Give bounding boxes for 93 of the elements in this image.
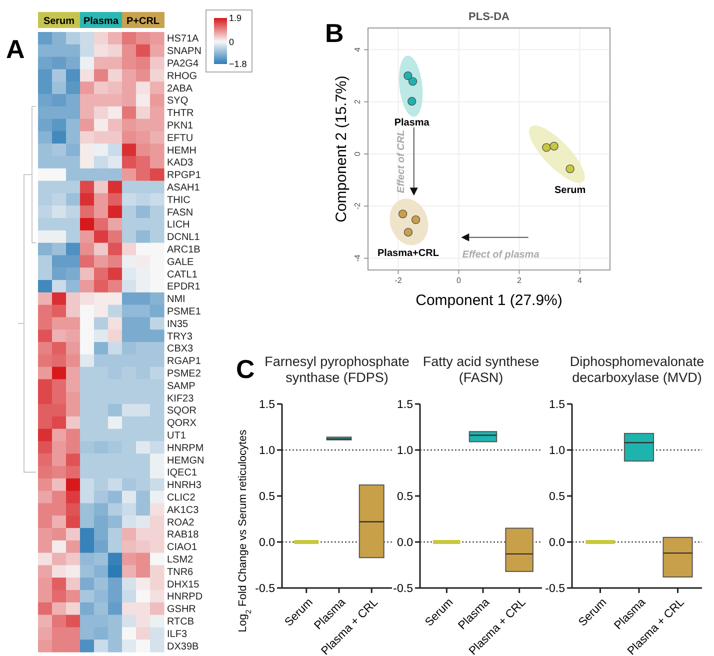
y-tick-label: SAMP: [167, 380, 196, 392]
y-tick-label: PSME2: [167, 368, 202, 380]
y-tick-label: HNRH3: [167, 480, 202, 492]
y-tick-label: 4: [353, 46, 362, 52]
series-label: Serum: [554, 184, 586, 196]
x-tick-label: 4: [578, 276, 583, 285]
y-tick-label: SYQ: [167, 96, 188, 107]
y-tick-label: -0.5: [393, 583, 413, 596]
y-tick-label: RAB18: [167, 530, 200, 541]
x-tick-label: P+CRL: [126, 16, 160, 27]
y-tick-label: 1.5: [397, 399, 413, 412]
y-tick-label: ROA2: [167, 517, 195, 528]
y-tick-label: 2ABA: [167, 83, 193, 94]
y-tick-label: 1.0: [397, 445, 413, 458]
y-tick-label: -0.5: [545, 583, 565, 596]
y-tick-label: AK1C3: [167, 504, 200, 516]
y-tick-label: -4: [353, 254, 362, 262]
y-tick-label: CBX3: [167, 344, 194, 355]
y-tick-label: IQEC1: [167, 468, 198, 479]
y-tick-label: LSM2: [167, 554, 194, 566]
y-tick-label: NMI: [167, 294, 186, 306]
y-tick-label: 0.5: [259, 491, 275, 504]
y-tick-label: RPGP1: [167, 170, 202, 182]
y-tick-label: 0: [353, 151, 362, 156]
y-tick-label: 0.5: [549, 491, 565, 504]
y-tick-label: IN35: [167, 318, 189, 330]
y-tick-label: TRY3: [167, 331, 193, 342]
y-tick-label: 2: [353, 99, 362, 104]
y-tick-label: HEMH: [167, 145, 196, 156]
y-tick-label: HEMGN: [167, 455, 204, 466]
y-tick-label: HNRPD: [167, 592, 203, 603]
y-tick-label: GSHR: [167, 604, 196, 616]
y-tick-label: RTCB: [167, 616, 194, 628]
color-bar-label: 0: [229, 36, 234, 47]
y-tick-label: EFTU: [167, 132, 194, 144]
y-tick-label: QORX: [167, 418, 197, 430]
annotation: Effect of CRL: [396, 130, 407, 194]
y-tick-label: 1.0: [549, 445, 565, 458]
chart-title: Diphosphomevalonate decarboxylase (MVD): [570, 354, 704, 385]
y-tick-label: GALE: [167, 256, 194, 268]
y-tick-label: 1.5: [549, 399, 565, 412]
y-tick-label: 0.0: [397, 537, 413, 550]
y-tick-label: 1.0: [259, 445, 275, 458]
y-tick-label: THTR: [167, 108, 194, 120]
chart-title: PLS-DA: [468, 11, 510, 23]
y-tick-label: PA2G4: [167, 58, 199, 70]
y-tick-label: DX39B: [167, 641, 200, 652]
annotation: Effect of plasma: [462, 249, 540, 260]
y-tick-label: 0.0: [259, 537, 275, 550]
y-tick-label: CLIC2: [167, 492, 196, 504]
series-label: Plasma+CRL: [378, 248, 439, 260]
y-axis-title: Component 2 (15.7%): [333, 76, 350, 222]
text: C: [236, 354, 255, 384]
y-tick-label: HS71A: [167, 34, 200, 45]
y-tick-label: LICH: [167, 220, 190, 231]
text: B: [325, 18, 344, 48]
y-tick-label: THIC: [167, 194, 190, 206]
y-tick-label: EPDR1: [167, 282, 201, 293]
y-tick-label: ASAH1: [167, 182, 200, 194]
y-tick-label: 0.5: [397, 491, 413, 504]
y-tick-label: RHOG: [167, 70, 198, 82]
y-tick-label: 1.5: [259, 399, 275, 412]
y-tick-label: TNR6: [167, 566, 194, 578]
y-tick-label: SNAPN: [167, 46, 202, 58]
y-tick-label: KIF23: [167, 393, 194, 404]
x-tick-label: Plasma: [83, 16, 119, 27]
y-tick-label: DCNL1: [167, 232, 200, 244]
y-tick-label: HNRPM: [167, 442, 204, 454]
x-tick-label: 0: [456, 276, 462, 285]
y-tick-label: -0.5: [255, 583, 275, 596]
y-tick-label: CATL1: [167, 269, 198, 280]
text: A: [6, 34, 25, 64]
y-tick-label: PKN1: [167, 120, 194, 132]
y-tick-label: -2: [353, 202, 362, 210]
y-tick-label: FASN: [167, 207, 194, 218]
color-bar-label: −1.8: [229, 59, 247, 70]
y-tick-label: ILF3: [167, 628, 188, 640]
chart-title: Fatty acid synthese (FASN): [422, 354, 540, 385]
y-tick-label: PSME1: [167, 306, 202, 318]
y-tick-label: SQOR: [167, 406, 196, 417]
x-axis-title: Component 1 (27.9%): [416, 292, 562, 309]
y-tick-label: UT1: [167, 430, 186, 442]
x-tick-label: Serum: [43, 16, 75, 27]
y-tick-label: 0.0: [549, 537, 565, 550]
y-tick-label: RGAP1: [167, 356, 202, 368]
y-tick-label: ARC1B: [167, 244, 201, 256]
y-tick-label: DHX15: [167, 579, 200, 590]
y-tick-label: KAD3: [167, 158, 194, 169]
color-bar-label: 1.9: [229, 13, 242, 24]
x-tick-label: 2: [517, 276, 522, 285]
y-tick-label: CIAO1: [167, 542, 198, 554]
series-label: Plasma: [394, 117, 430, 128]
chart-title: Farnesyl pyrophosphate synthase (FDPS): [264, 354, 410, 385]
